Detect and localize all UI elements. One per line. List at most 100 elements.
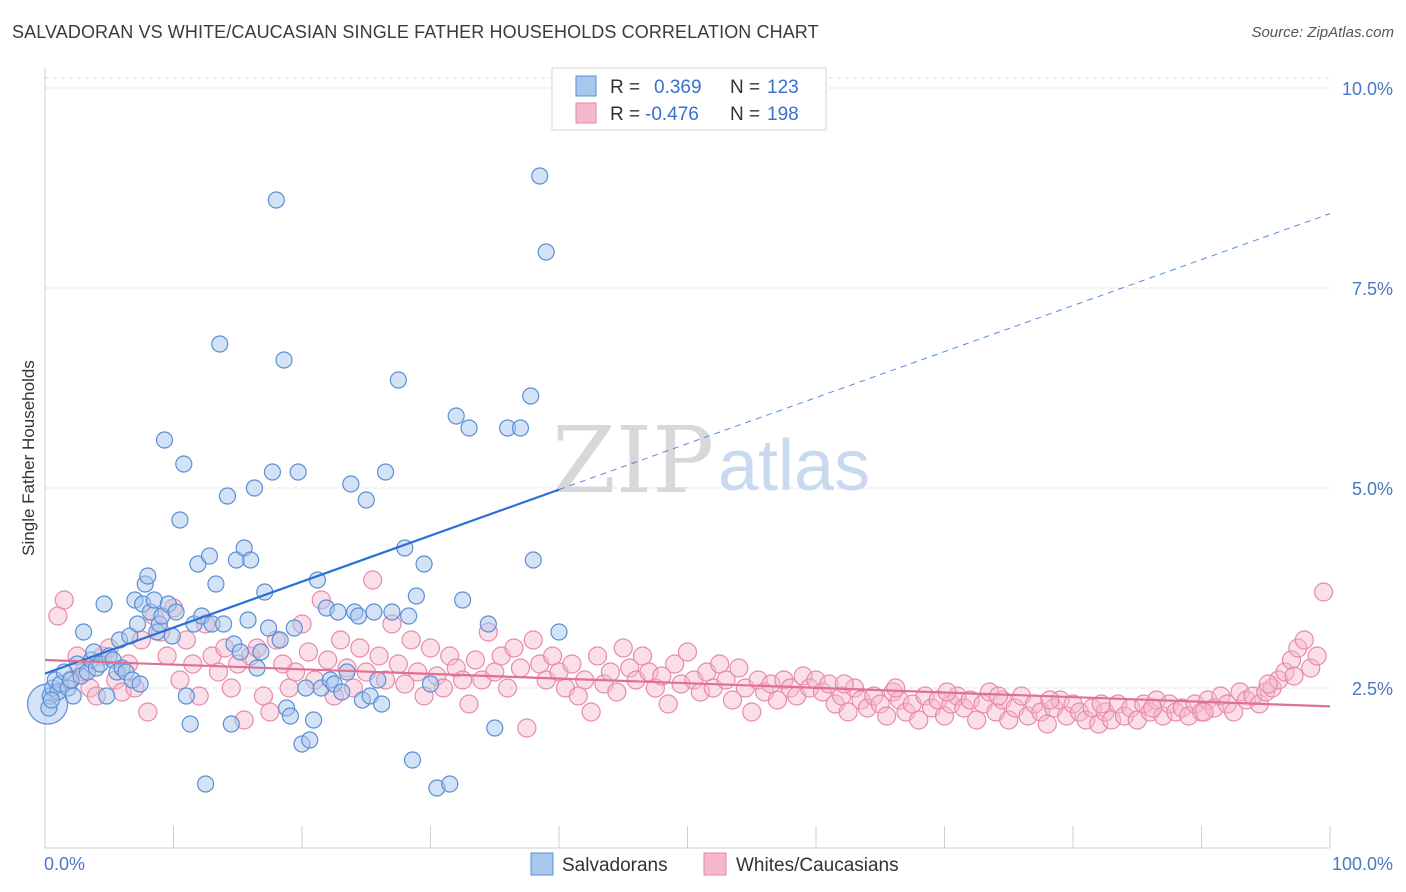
salvadorans-point-103 [403, 751, 422, 769]
salvadorans-point-75 [285, 619, 303, 637]
whites-point-64 [459, 694, 479, 714]
whites-point-134 [909, 710, 929, 730]
whites-point-162 [1089, 714, 1109, 734]
legend-n-label-0: N = [730, 77, 760, 98]
salvadorans-point-110 [454, 591, 472, 609]
whites-point-126 [857, 698, 878, 718]
legend-r-label-0: R = [610, 77, 640, 98]
whites-point-148 [999, 710, 1019, 730]
whites-point-49 [363, 570, 383, 590]
whites-point-55 [401, 630, 421, 650]
salvadorans-point-53 [207, 575, 225, 593]
whites-point-196 [1307, 646, 1327, 666]
whites-point-86 [600, 662, 621, 682]
whites-point-47 [350, 638, 370, 658]
salvadorans-point-56 [218, 487, 237, 505]
whites-point-58 [420, 638, 441, 658]
salvadorans-point-96 [369, 671, 387, 689]
chart-title: SALVADORAN VS WHITE/CAUCASIAN SINGLE FAT… [12, 22, 819, 42]
whites-point-61 [440, 646, 460, 666]
salvadorans-point-109 [447, 407, 465, 425]
salvadorans-point-111 [460, 419, 478, 437]
whites-point-181 [1211, 686, 1231, 706]
whites-point-27 [221, 678, 241, 698]
whites-point-108 [742, 702, 762, 722]
watermark-zip: ZIP [552, 407, 714, 514]
salvadorans-point-45 [177, 687, 195, 705]
salvadorans-trend-extension [558, 213, 1331, 491]
whites-point-44 [330, 630, 351, 650]
whites-point-184 [1230, 682, 1250, 702]
whites-point-54 [395, 674, 415, 694]
top-legend: R = 0.369 N = 123 R = -0.476 N = 198 [551, 67, 827, 131]
salvadorans-point-97 [373, 695, 391, 713]
whites-point-65 [465, 650, 486, 670]
whites-point-73 [517, 718, 537, 738]
whites-point-21 [183, 654, 203, 674]
whites-point-105 [722, 690, 743, 710]
whites-point-93 [645, 678, 665, 698]
whites-point-68 [485, 662, 505, 682]
salvadorans-point-95 [365, 603, 383, 621]
whites-point-175 [1172, 698, 1192, 718]
whites-point-19 [170, 670, 190, 690]
bottom-legend-swatch-salvadorans [530, 852, 554, 876]
salvadorans-point-9 [64, 687, 82, 705]
salvadorans-point-51 [200, 547, 219, 565]
salvadorans-point-100 [389, 371, 407, 389]
whites-point-179 [1198, 690, 1218, 710]
whites-point-33 [260, 702, 280, 722]
salvadorans-point-71 [271, 631, 289, 649]
whites-point-143 [967, 710, 987, 730]
salvadorans-point-99 [383, 603, 401, 621]
y-tick-label-2: 7.5% [1352, 279, 1393, 299]
salvadorans-point-57 [222, 715, 240, 733]
whites-point-198 [1258, 674, 1278, 694]
salvadorans-point-70 [267, 191, 285, 209]
salvadorans-point-105 [415, 555, 433, 573]
whites-point-157 [1056, 706, 1077, 726]
whites-point-201 [886, 678, 906, 698]
salvadorans-point-42 [167, 603, 185, 621]
salvadorans-point-46 [181, 715, 199, 733]
whites-point-125 [851, 690, 871, 710]
salvadorans-point-63 [242, 551, 260, 569]
whites-point-72 [510, 658, 531, 678]
salvadorans-point-120 [550, 623, 568, 641]
whites-point-128 [870, 694, 890, 714]
whites-point-39 [298, 642, 319, 662]
chart-source: Source: ZipAtlas.com [1251, 24, 1394, 41]
salvadorans-point-116 [522, 387, 540, 405]
whites-point-63 [453, 670, 473, 690]
salvadorans-point-93 [357, 491, 375, 509]
salvadorans-point-12 [74, 623, 93, 641]
whites-point-129 [877, 706, 897, 726]
whites-point-88 [613, 638, 633, 658]
whites-point-81 [568, 686, 588, 706]
salvadorans-point-68 [259, 619, 278, 637]
whites-point-176 [1179, 706, 1199, 726]
salvadorans-point-39 [155, 431, 174, 449]
whites-point-160 [1076, 710, 1096, 730]
salvadorans-point-76 [289, 463, 307, 481]
whites-point-80 [562, 654, 582, 674]
whites-point-71 [504, 638, 524, 658]
bottom-legend: Salvadorans Whites/Caucasians [530, 852, 899, 876]
whites-point-192 [1281, 650, 1302, 670]
whites-point-142 [960, 690, 980, 710]
whites-point-172 [1153, 706, 1173, 726]
whites-point-94 [652, 666, 672, 686]
salvadorans-point-44 [175, 455, 193, 473]
salvadorans-point-104 [407, 587, 425, 605]
whites-point-56 [408, 662, 428, 682]
y-tick-label-0: 2.5% [1352, 679, 1393, 699]
salvadorans-point-87 [333, 683, 351, 701]
salvadorans-points [26, 167, 568, 797]
whites-point-0 [48, 606, 68, 626]
y-axis-title: Single Father Households [19, 360, 38, 556]
whites-point-195 [1301, 658, 1321, 678]
salvadorans-point-91 [349, 607, 368, 625]
whites-point-37 [285, 662, 306, 682]
whites-point-191 [1275, 662, 1295, 682]
